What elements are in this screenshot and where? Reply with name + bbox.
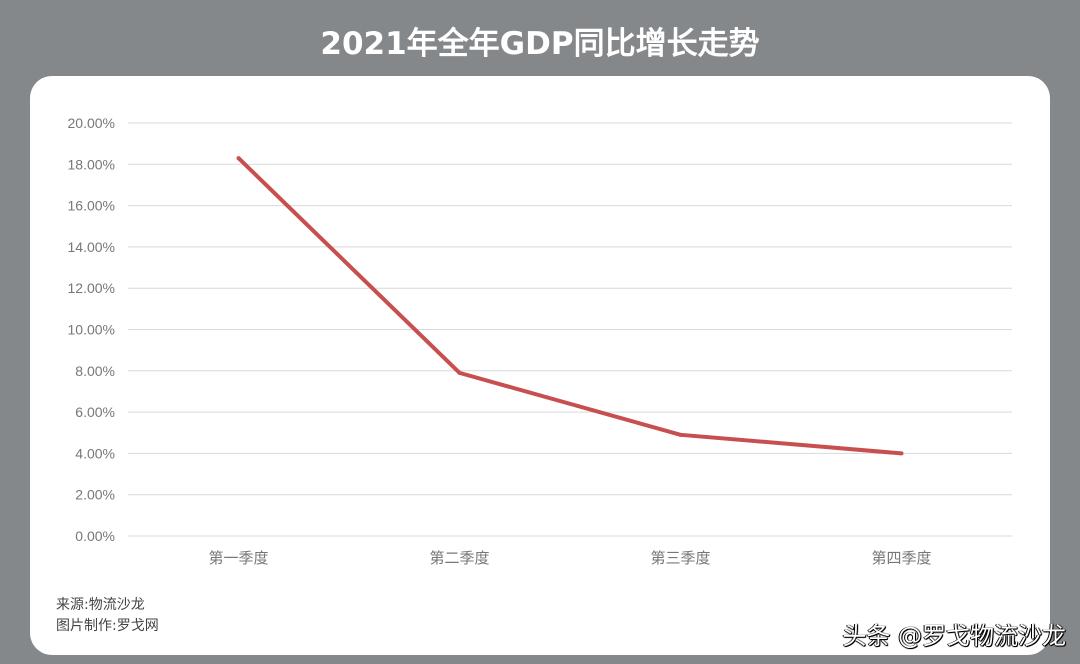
x-tick-label: 第二季度 [429,549,489,567]
x-tick-label: 第三季度 [650,549,710,567]
watermark: 头条 @罗戈物流沙龙 [842,622,1066,650]
y-tick-label: 14.00% [68,239,115,255]
y-tick-label: 0.00% [75,528,115,544]
y-tick-label: 20.00% [68,115,115,131]
x-tick-label: 第四季度 [871,549,931,567]
data-point [899,451,904,456]
y-tick-label: 16.00% [68,198,115,214]
y-tick-label: 12.00% [68,280,115,296]
maker-text: 图片制作:罗戈网 [56,618,159,634]
y-tick-label: 8.00% [75,363,115,379]
data-point [678,432,683,437]
y-tick-label: 4.00% [75,445,115,461]
data-point [457,370,462,375]
chart-card [30,76,1050,655]
y-tick-label: 6.00% [75,404,115,420]
series-line [237,156,902,456]
data-point [236,156,241,161]
y-tick-label: 18.00% [68,156,115,172]
y-tick-label: 10.00% [68,322,115,338]
chart-title: 2021年全年GDP同比增长走势 [320,26,760,62]
x-tick-label: 第一季度 [208,549,268,567]
y-tick-label: 2.00% [75,487,115,503]
source-text: 来源:物流沙龙 [56,597,145,613]
